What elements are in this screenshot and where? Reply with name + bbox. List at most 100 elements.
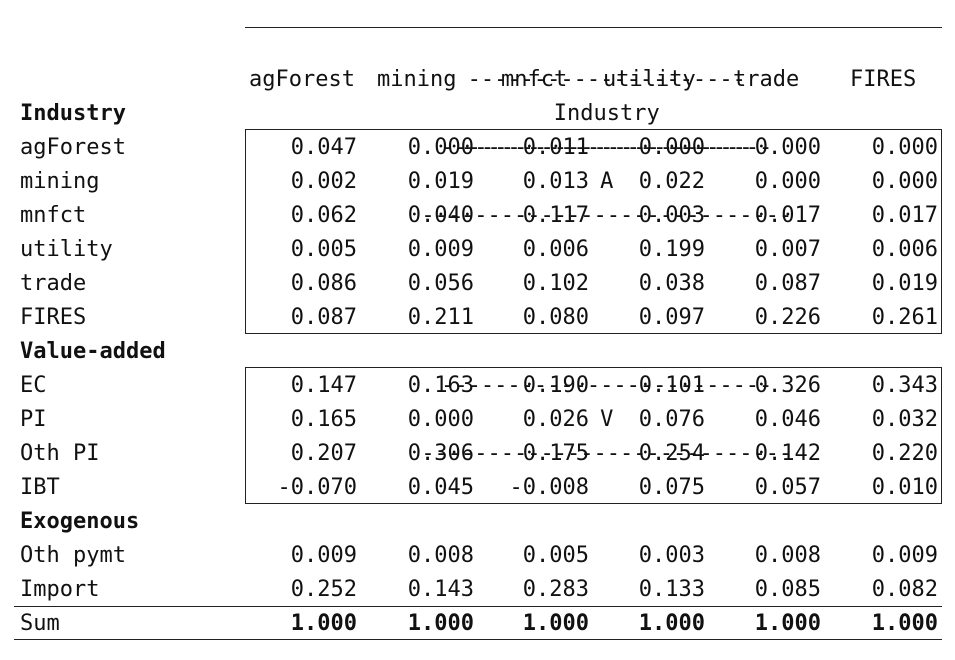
table-cell: 0.026 xyxy=(522,407,589,432)
table-cell: 0.343 xyxy=(871,373,938,398)
sum-top-rule xyxy=(14,606,942,607)
table-cell: 0.019 xyxy=(407,169,474,194)
column-header-utility: utility xyxy=(603,67,696,92)
table-cell: 0.086 xyxy=(290,271,357,296)
table-cell: 0.076 xyxy=(638,407,705,432)
column-header-mining: mining xyxy=(377,67,457,92)
table-cell: 0.005 xyxy=(290,237,357,262)
table-cell: 0.010 xyxy=(871,475,938,500)
table-cell: 0.190 xyxy=(522,373,589,398)
row-label: IBT xyxy=(20,475,60,500)
table-cell: 1.000 xyxy=(871,611,938,636)
table-cell: 0.207 xyxy=(290,441,357,466)
table-cell: 0.017 xyxy=(754,203,821,228)
table-cell: 0.226 xyxy=(754,305,821,330)
table-cell: 0.000 xyxy=(407,407,474,432)
table-cell: 0.306 xyxy=(407,441,474,466)
row-label: FIRES xyxy=(20,305,87,330)
column-header-agforest: agForest xyxy=(249,67,355,92)
table-cell: 0.003 xyxy=(638,543,705,568)
table-cell: 0.147 xyxy=(290,373,357,398)
row-label: trade xyxy=(20,271,87,296)
matrix-v-box xyxy=(245,367,942,504)
table-cell: 0.019 xyxy=(871,271,938,296)
table-cell: 0.009 xyxy=(407,237,474,262)
table-cell: 0.047 xyxy=(290,135,357,160)
table-cell: 1.000 xyxy=(522,611,589,636)
table-cell: 0.022 xyxy=(638,169,705,194)
table-cell: 0.006 xyxy=(871,237,938,262)
sum-bottom-rule xyxy=(14,639,942,640)
table-cell: 0.199 xyxy=(638,237,705,262)
table-cell: 0.102 xyxy=(522,271,589,296)
row-label: mnfct xyxy=(20,203,87,228)
table-cell: 0.005 xyxy=(522,543,589,568)
section-label-industry: Industry xyxy=(20,101,126,126)
table-cell: 0.007 xyxy=(754,237,821,262)
row-label: EC xyxy=(20,373,47,398)
table-cell: 0.075 xyxy=(638,475,705,500)
row-label: Sum xyxy=(20,611,60,636)
group-label: Industry xyxy=(553,101,660,126)
column-header-fires: FIRES xyxy=(850,67,917,92)
table-cell: 0.011 xyxy=(522,135,589,160)
table-cell: 0.003 xyxy=(638,203,705,228)
matrix-v-label: V xyxy=(600,407,614,432)
table-cell: 0.211 xyxy=(407,305,474,330)
table-cell: 0.143 xyxy=(407,577,474,602)
table-cell: 0.000 xyxy=(754,169,821,194)
table-cell: 0.056 xyxy=(407,271,474,296)
row-label: Oth pymt xyxy=(20,543,126,568)
section-label-value-added: Value-added xyxy=(20,339,166,364)
table-cell: 0.000 xyxy=(407,135,474,160)
table-cell: -0.008 xyxy=(509,475,589,500)
table-cell: 1.000 xyxy=(754,611,821,636)
row-label: agForest xyxy=(20,135,126,160)
table-cell: 0.008 xyxy=(407,543,474,568)
table-cell: 0.032 xyxy=(871,407,938,432)
table-cell: 0.000 xyxy=(871,135,938,160)
table-cell: 0.045 xyxy=(407,475,474,500)
top-rule xyxy=(245,27,942,28)
table-cell: 0.175 xyxy=(522,441,589,466)
matrix-a-box xyxy=(245,129,942,334)
table-cell: 0.002 xyxy=(290,169,357,194)
table-cell: 0.097 xyxy=(638,305,705,330)
table-cell: 0.326 xyxy=(754,373,821,398)
table-cell: 0.057 xyxy=(754,475,821,500)
table-cell: 0.062 xyxy=(290,203,357,228)
table-cell: 1.000 xyxy=(638,611,705,636)
table-cell: 1.000 xyxy=(407,611,474,636)
table-cell: 1.000 xyxy=(290,611,357,636)
row-label: Oth PI xyxy=(20,441,100,466)
table-cell: 0.000 xyxy=(754,135,821,160)
matrix-v-header: ------------------------- V ------------… xyxy=(421,373,793,466)
table-cell: 0.000 xyxy=(871,169,938,194)
table-cell: 0.013 xyxy=(522,169,589,194)
dash-right: ---------------------- xyxy=(461,135,753,160)
table-cell: 0.082 xyxy=(871,577,938,602)
table-cell: 0.040 xyxy=(407,203,474,228)
table-cell: 0.006 xyxy=(522,237,589,262)
table-cell: 0.283 xyxy=(522,577,589,602)
table-cell: -0.070 xyxy=(277,475,357,500)
table-cell: 0.261 xyxy=(871,305,938,330)
industry-group-header: --------------------- Industry ---------… xyxy=(245,29,942,165)
column-header-mnfct: mnfct xyxy=(501,67,568,92)
table-cell: 0.046 xyxy=(754,407,821,432)
table-cell: 0.254 xyxy=(638,441,705,466)
table-cell: 0.101 xyxy=(638,373,705,398)
table-cell: 0.080 xyxy=(522,305,589,330)
table-cell: 0.009 xyxy=(290,543,357,568)
table-cell: 0.117 xyxy=(522,203,589,228)
table-cell: 0.017 xyxy=(871,203,938,228)
dash-left: --------------------- xyxy=(467,67,746,92)
table-cell: 0.009 xyxy=(871,543,938,568)
table-cell: 0.220 xyxy=(871,441,938,466)
table-cell: 0.087 xyxy=(754,271,821,296)
row-label: Import xyxy=(20,577,100,602)
row-label: PI xyxy=(20,407,47,432)
table-cell: 0.000 xyxy=(638,135,705,160)
table-cell: 0.087 xyxy=(290,305,357,330)
table-cell: 0.133 xyxy=(638,577,705,602)
